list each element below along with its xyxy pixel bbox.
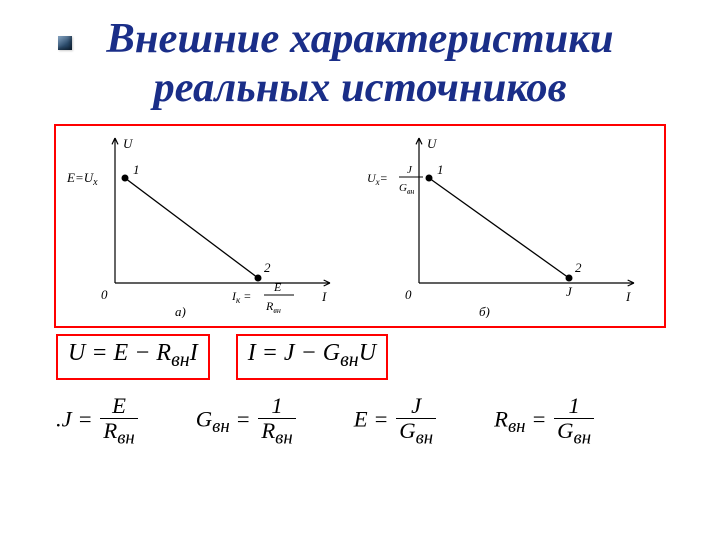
svg-text:J: J [407,164,413,176]
var-U: U [68,340,85,366]
var-R: R [156,340,171,366]
title-bullet [58,36,72,50]
op-eq2: = [256,340,284,366]
title-line-2: реальных источников [153,64,566,111]
charts-frame: U I 0 1 2 E=Ux Iк = E Rвн а) U I 0 1 2 Ux=… [54,124,666,328]
svg-text:а): а) [175,304,186,318]
relation-J: .J = ERвн [56,394,140,448]
conversion-relations-row: .J = ERвн Gвн = 1Rвн E = JGвн Rвн = 1Gвн [0,394,720,448]
relation-Gvn: Gвн = 1Rвн [196,394,298,448]
svg-text:U: U [427,136,438,151]
svg-text:Iк =: Iк = [231,289,251,305]
svg-text:2: 2 [264,260,271,275]
chart-a: U I 0 1 2 E=Ux Iк = E Rвн а) [60,128,350,323]
svg-text:2: 2 [575,260,582,275]
svg-text:E=Ux: E=Ux [66,170,98,188]
chart-b: U I 0 1 2 Ux= J Gвн J б) [364,128,654,323]
var-J: J [284,340,295,366]
equation-voltage-source: U = E − RвнI [56,334,210,380]
svg-text:J: J [566,284,573,299]
var-I2: I [248,340,256,366]
title-line-1: Внешние характеристики [106,15,613,62]
svg-text:I: I [321,289,327,304]
var-R-sub: вн [171,349,190,371]
svg-text:1: 1 [133,162,140,177]
svg-text:1: 1 [437,162,444,177]
svg-text:I: I [625,289,631,304]
var-G: G [323,340,340,366]
op-minus: − [128,340,156,366]
svg-text:Gвн: Gвн [399,182,414,196]
relation-E: E = JGвн [354,394,438,448]
svg-text:0: 0 [405,287,412,302]
equation-current-source: I = J − GвнU [236,334,388,380]
relation-Rvn: Rвн = 1Gвн [494,394,596,448]
var-I: I [190,340,198,366]
svg-text:б): б) [479,304,490,318]
svg-text:Rвн: Rвн [265,299,281,315]
op-minus2: − [295,340,323,366]
var-U2: U [359,340,376,366]
svg-text:U: U [123,136,134,151]
op-eq: = [85,340,113,366]
var-G-sub: вн [340,349,359,371]
svg-text:E: E [273,280,282,294]
main-equations-row: U = E − RвнI I = J − GвнU [56,334,720,380]
slide-title: Внешние характеристики реальных источник… [0,0,720,112]
svg-text:Ux=: Ux= [367,171,388,187]
var-E: E [114,340,129,366]
svg-text:0: 0 [101,287,108,302]
